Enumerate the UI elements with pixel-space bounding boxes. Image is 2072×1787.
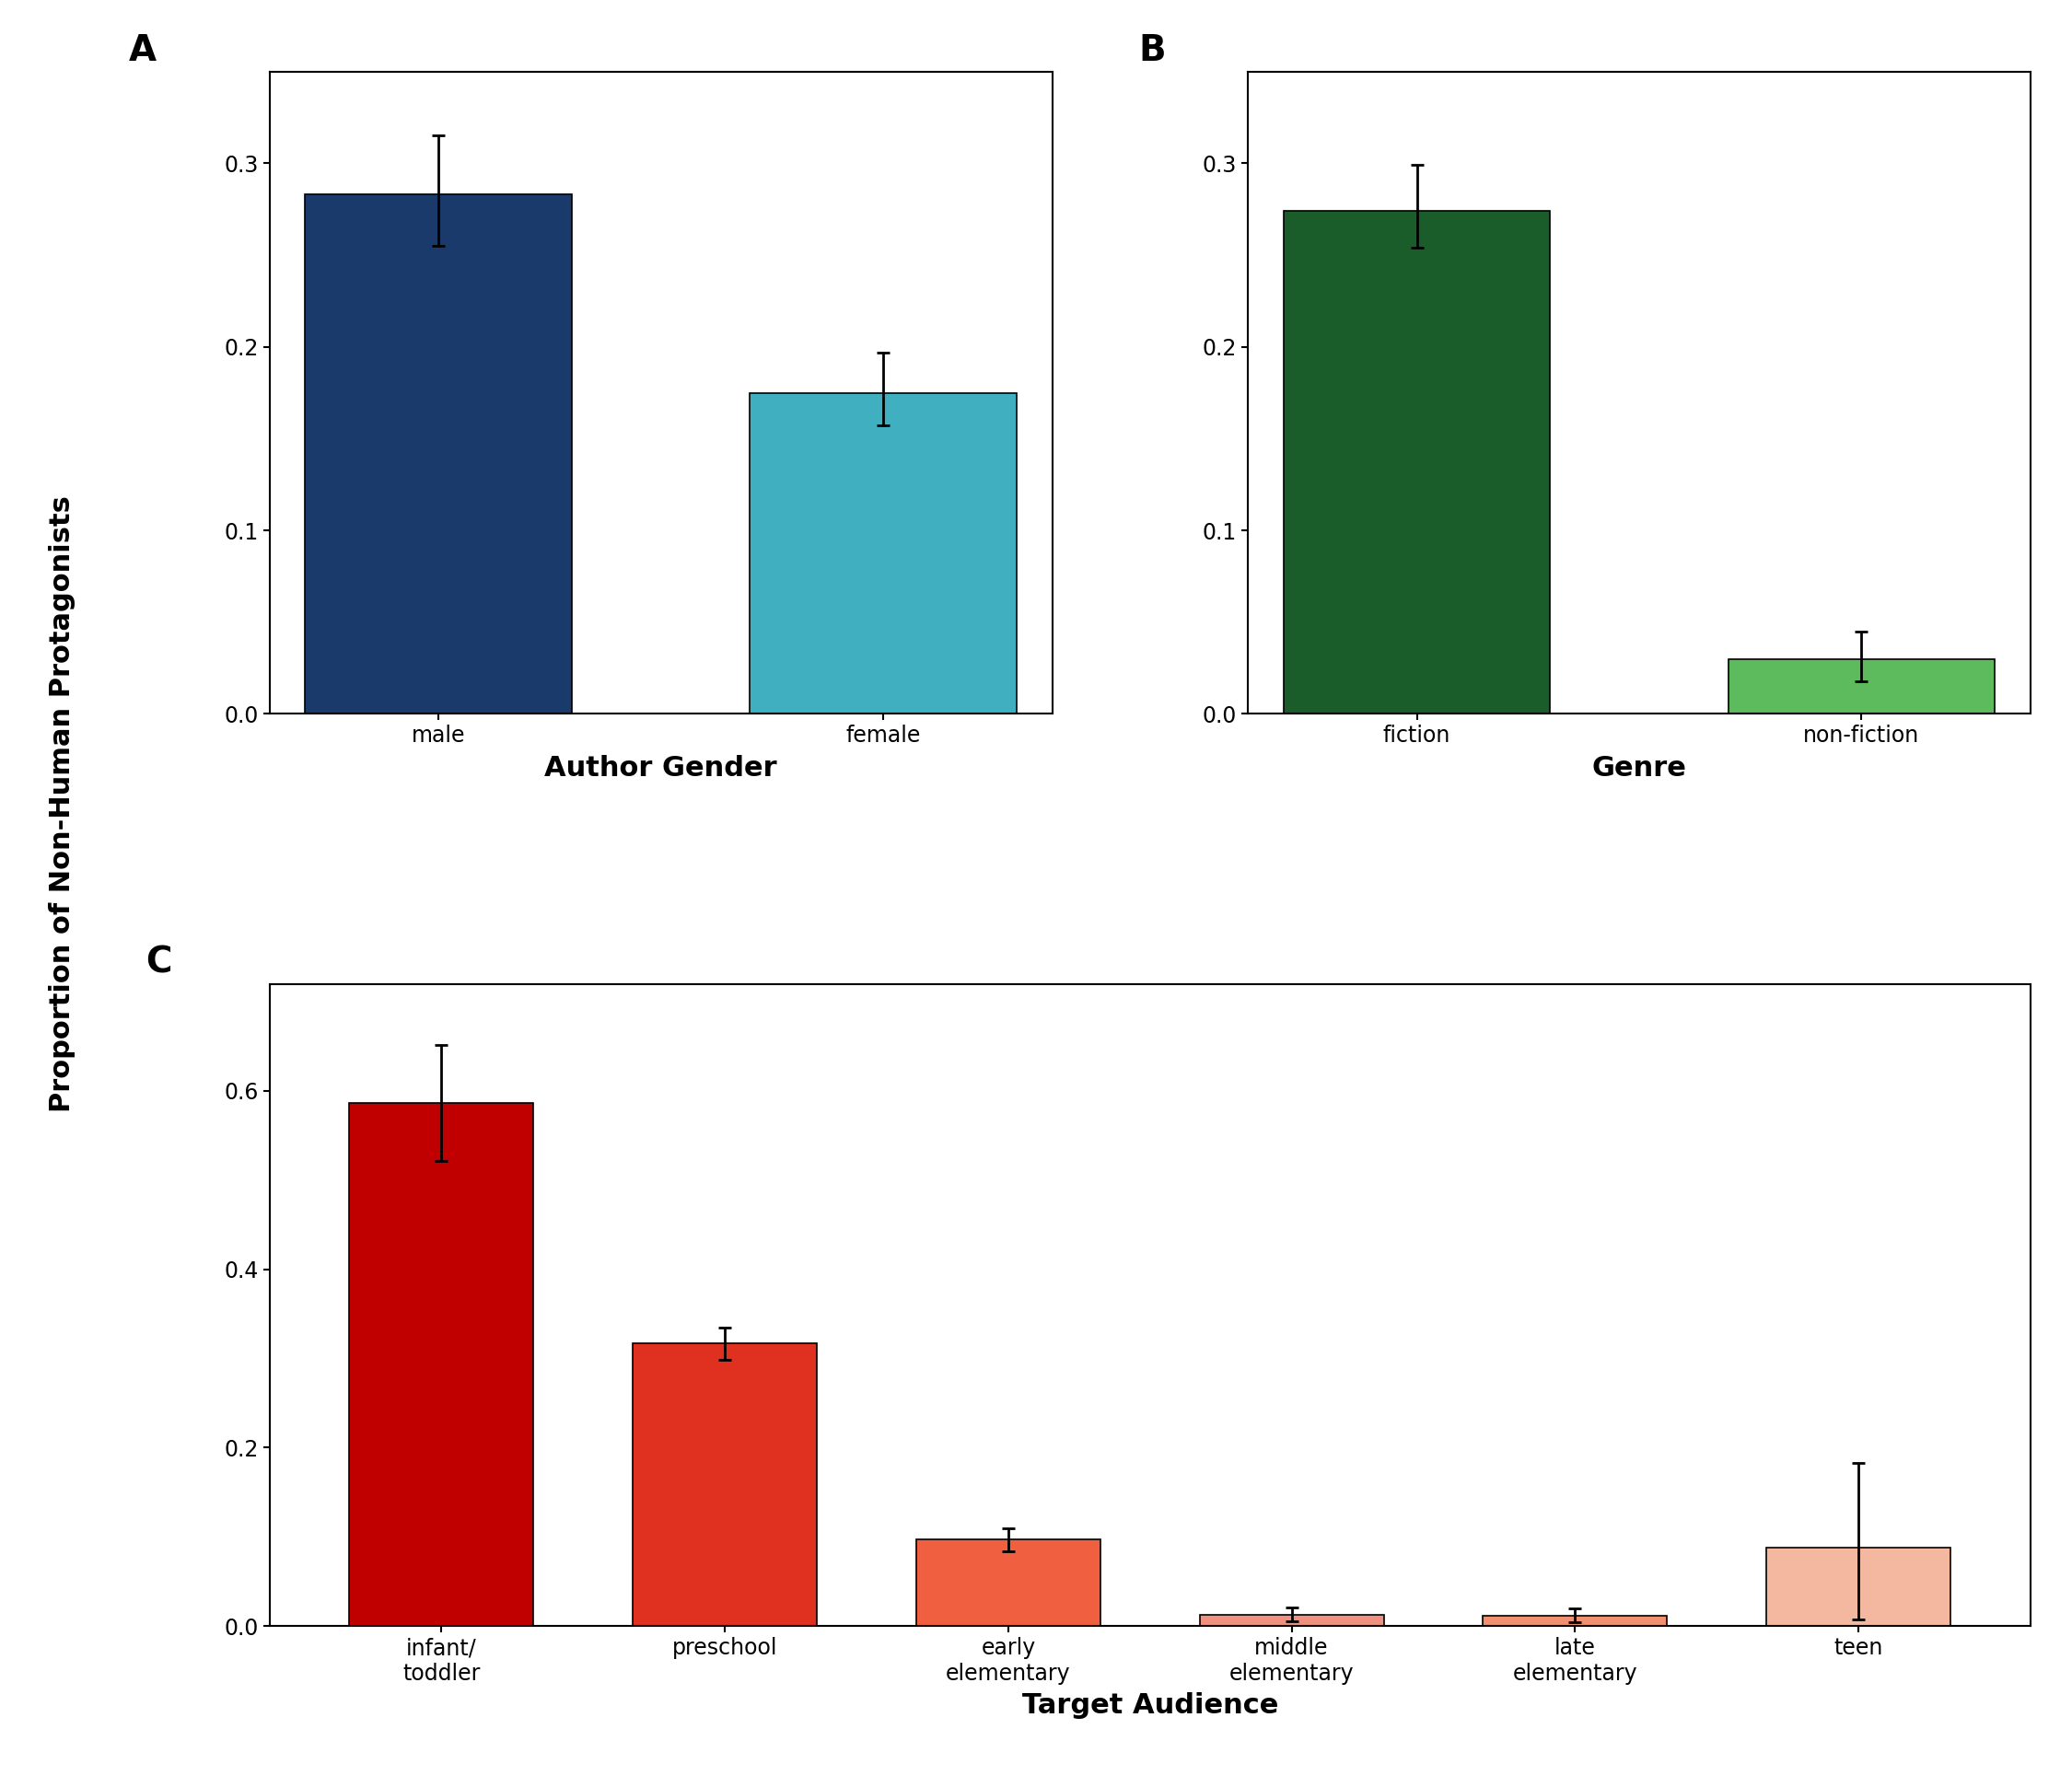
Bar [1283, 211, 1550, 715]
Text: A: A [128, 32, 155, 68]
Bar [916, 1540, 1100, 1626]
Bar [350, 1103, 535, 1626]
Text: B: B [1138, 32, 1164, 68]
Bar [1728, 659, 1995, 715]
X-axis label: Target Audience: Target Audience [1021, 1692, 1278, 1719]
Bar [1765, 1548, 1950, 1626]
Bar [1200, 1615, 1384, 1626]
Bar [1484, 1615, 1668, 1626]
X-axis label: Author Gender: Author Gender [545, 754, 777, 781]
Bar [632, 1344, 816, 1626]
Text: Proportion of Non-Human Protagonists: Proportion of Non-Human Protagonists [50, 495, 75, 1113]
Bar [305, 195, 572, 715]
Bar [750, 393, 1017, 715]
Text: C: C [145, 945, 172, 981]
X-axis label: Genre: Genre [1591, 754, 1687, 781]
